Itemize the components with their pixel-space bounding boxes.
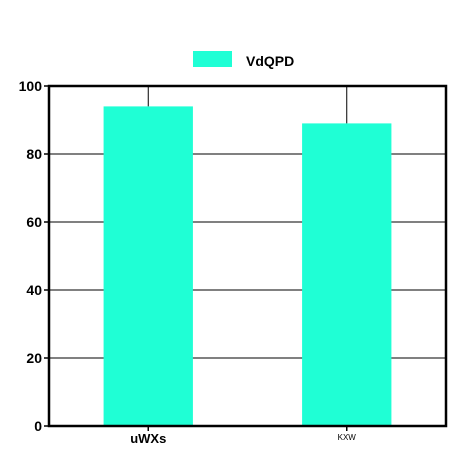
bars: [103, 86, 392, 427]
legend-swatch: [193, 51, 232, 67]
x-tick-label: uWXs: [130, 431, 166, 446]
x-tick-label: KXW: [338, 433, 357, 442]
y-tick-label: 60: [26, 214, 42, 230]
y-tick-label: 0: [34, 418, 42, 434]
legend: VdQPD: [193, 51, 294, 69]
y-tick-label: 40: [26, 282, 42, 298]
y-tick-label: 20: [26, 350, 42, 366]
y-tick-label: 80: [26, 146, 42, 162]
y-tick-label: 100: [19, 78, 43, 94]
legend-label: VdQPD: [246, 53, 294, 69]
plot-frame: [47, 84, 448, 428]
bar-uWXs: [103, 106, 193, 427]
bar-KXW: [302, 123, 392, 427]
y-axis-ticks: 0 20 40 60 80 100: [19, 78, 49, 434]
x-axis-ticks: uWXs KXW: [130, 426, 356, 446]
